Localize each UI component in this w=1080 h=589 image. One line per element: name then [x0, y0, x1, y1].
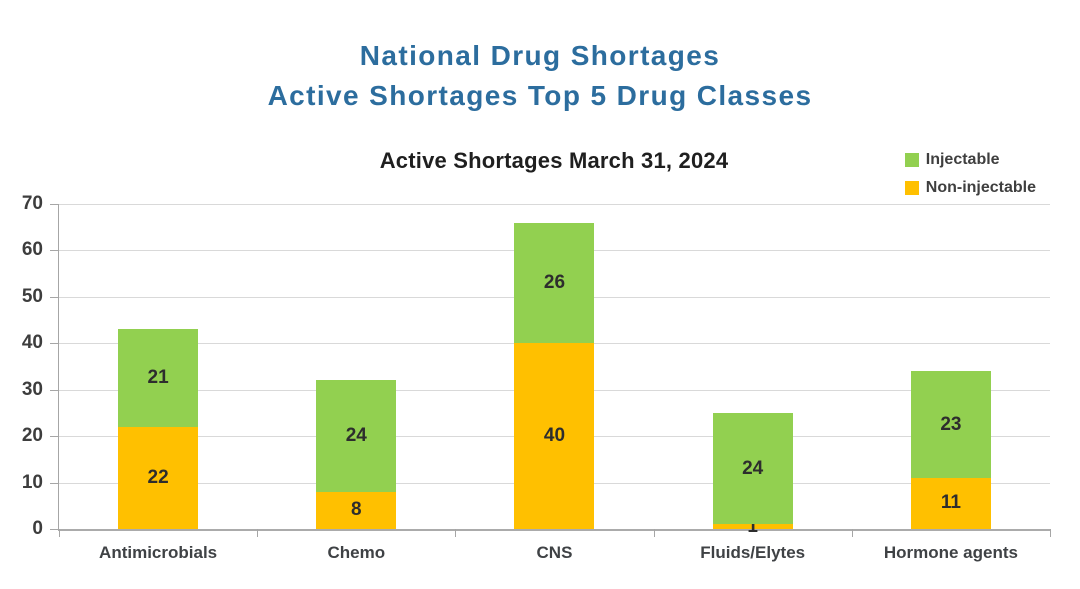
- bar-value-label: 40: [543, 425, 566, 447]
- legend-item: Injectable: [904, 151, 1036, 169]
- bar-segment: [316, 380, 397, 492]
- x-category-label: Chemo: [327, 543, 386, 562]
- shortages-chart: Active Shortages March 31, 2024 0 10 20 30 4…: [0, 135, 1080, 589]
- y-axis-tick: [50, 389, 59, 391]
- bar-segment: [712, 412, 793, 525]
- bar-value-label: 22: [147, 466, 169, 488]
- x-category-label: Hormone agents: [883, 543, 1018, 562]
- y-axis-tick: [50, 296, 59, 298]
- y-axis-tick: [50, 250, 59, 252]
- y-axis-tick: [50, 529, 59, 530]
- x-axis-tick: [851, 529, 853, 537]
- chart-title: Active Shortages March 31, 2024: [379, 148, 729, 173]
- stacked-bar: 22 21: [118, 204, 199, 529]
- x-axis-tick: [59, 529, 60, 537]
- y-axis-tick: [50, 482, 59, 484]
- bar-segment: [118, 329, 199, 427]
- stacked-bar: 11 23: [910, 204, 991, 529]
- bar-value-label: 21: [147, 367, 169, 389]
- y-axis-tick: [50, 343, 59, 345]
- x-axis-tick: [455, 529, 457, 537]
- category-slot: 1 24: [654, 204, 852, 537]
- y-tick-label: 30: [21, 378, 43, 400]
- page-title-line2: Active Shortages Top 5 Drug Classes: [267, 80, 813, 111]
- bar-value-label: 11: [940, 492, 961, 514]
- y-axis-tick: [50, 204, 59, 205]
- page-title-line1: National Drug Shortages: [359, 40, 721, 71]
- y-tick-label: 60: [21, 239, 43, 261]
- x-axis-tick: [257, 529, 259, 537]
- category-slot: 22 21: [59, 204, 257, 529]
- category-slot: 11 23: [852, 204, 1050, 529]
- y-tick-label: 50: [21, 285, 43, 307]
- y-tick-label: 20: [21, 425, 43, 447]
- y-axis-tick: [50, 436, 59, 438]
- stacked-bar: 40 26: [514, 204, 595, 529]
- bar-value-label: 23: [940, 413, 962, 435]
- bar-segment: [514, 343, 595, 529]
- bar-value-label: 1: [747, 515, 758, 537]
- bar-segment: [514, 222, 595, 344]
- x-category-label: Antimicrobials: [99, 543, 218, 562]
- bar-segment: [910, 477, 991, 529]
- category-slot: 8 24: [257, 204, 455, 529]
- y-tick-label: 40: [21, 332, 43, 354]
- bar-value-label: 24: [742, 457, 764, 479]
- chart-legend: Injectable Non-injectable: [904, 151, 1036, 197]
- plot-area: 0 10 20 30 40 50 60 70 22 21 Antimicrobials 8 24 Chem…: [22, 193, 1051, 562]
- legend-label: Injectable: [925, 151, 1000, 168]
- bar-value-label: 24: [345, 425, 367, 447]
- legend-swatch: [904, 181, 919, 195]
- x-axis-tick: [653, 529, 655, 537]
- bar-segment: [910, 371, 991, 478]
- x-category-label: Fluids/Elytes: [700, 543, 806, 562]
- category-slot: 40 26: [455, 204, 653, 529]
- x-category-label: CNS: [536, 543, 573, 562]
- bar-segment: [316, 491, 397, 529]
- stacked-bar: 8 24: [316, 204, 397, 529]
- gridline: [59, 204, 1050, 205]
- y-tick-label: 10: [21, 471, 43, 493]
- y-tick-label: 0: [32, 518, 43, 539]
- bar-value-label: 26: [543, 271, 566, 293]
- bar-segment: [712, 524, 793, 529]
- x-axis-tick: [1050, 529, 1051, 537]
- legend-swatch: [904, 153, 919, 167]
- stacked-bar: 1 24: [712, 204, 793, 537]
- bar-value-label: 8: [350, 499, 362, 521]
- legend-item: Non-injectable: [904, 179, 1036, 197]
- bar-segment: [118, 426, 199, 529]
- page-title: National Drug Shortages Active Shortages…: [0, 36, 1080, 116]
- y-tick-label: 70: [21, 193, 43, 214]
- legend-label: Non-injectable: [925, 179, 1036, 196]
